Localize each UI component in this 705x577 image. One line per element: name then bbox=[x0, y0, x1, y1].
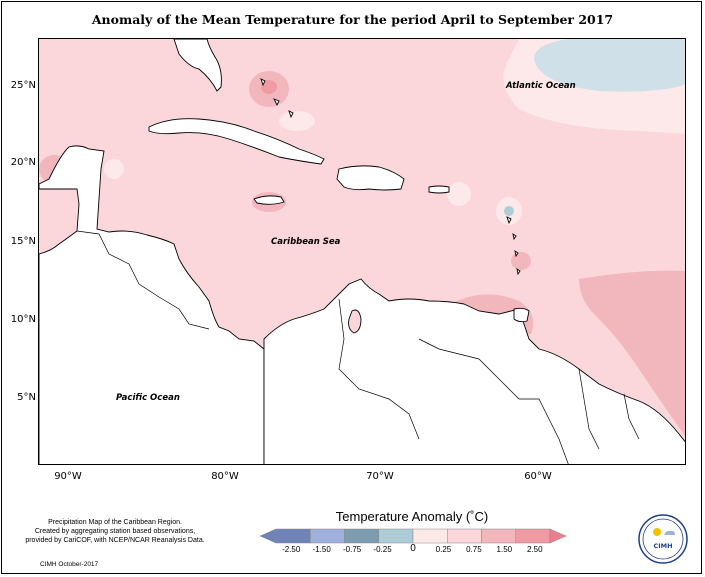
neutral-anomaly-gulf bbox=[104, 159, 124, 179]
legend-swatch bbox=[275, 528, 311, 544]
legend-tick-label: -1.50 bbox=[312, 545, 331, 554]
legend-swatch bbox=[378, 528, 414, 544]
map-title: Anomaly of the Mean Temperature for the … bbox=[91, 12, 614, 27]
legend-tick-label: 0 bbox=[410, 543, 416, 554]
color-legend bbox=[258, 528, 568, 548]
lesser-antilles-islands bbox=[506, 216, 521, 276]
sun-icon bbox=[653, 528, 661, 536]
label-pacific-ocean: Pacific Ocean bbox=[116, 393, 180, 403]
lat-label-20n: 20°N bbox=[10, 157, 36, 168]
florida bbox=[173, 39, 222, 92]
cool-anomaly-area bbox=[534, 39, 685, 92]
legend-colorbar bbox=[259, 528, 567, 544]
lake-maracaibo bbox=[348, 309, 362, 334]
cool-anomaly-guadeloupe bbox=[504, 206, 514, 216]
country-borders bbox=[76, 230, 640, 464]
lon-label-90w: 90°W bbox=[54, 471, 82, 482]
legend-tick-label: -0.75 bbox=[342, 545, 362, 554]
south-america bbox=[263, 278, 685, 464]
legend-tick-label: 0.75 bbox=[466, 545, 482, 554]
cimh-logo-graphic: CIMH bbox=[638, 514, 688, 564]
logo-text: CIMH bbox=[653, 542, 672, 550]
trinidad bbox=[513, 307, 530, 323]
warm-core-bahamas bbox=[261, 80, 277, 94]
legend-tick-label: 2.50 bbox=[526, 545, 543, 554]
lat-label-5n: 5°N bbox=[17, 392, 36, 403]
map-canvas bbox=[39, 39, 685, 464]
lon-label-80w: 80°W bbox=[211, 471, 239, 482]
label-caribbean-sea: Caribbean Sea bbox=[271, 237, 341, 247]
credit-line-3: provided by CariCOF, with NCEP/NCAR Rean… bbox=[25, 537, 205, 544]
label-atlantic-ocean: Atlantic Ocean bbox=[506, 81, 576, 91]
legend-tick-label: 0.25 bbox=[435, 545, 452, 554]
lat-label-15n: 15°N bbox=[10, 236, 36, 247]
puerto-rico bbox=[428, 185, 450, 194]
legend-swatch bbox=[310, 528, 345, 544]
lon-label-60w: 60°W bbox=[524, 471, 552, 482]
neutral-anomaly-puerto-rico bbox=[447, 182, 471, 206]
cloud-icon bbox=[664, 530, 675, 535]
coastlines bbox=[39, 39, 685, 464]
bahamas-islands bbox=[260, 78, 294, 119]
warm-anomaly-guianas-coast bbox=[579, 270, 685, 437]
legend-tick-label: 1.50 bbox=[496, 545, 513, 554]
legend-swatch bbox=[447, 528, 482, 544]
legend-swatch bbox=[481, 528, 516, 544]
credit-line-1: Precipitation Map of the Caribbean Regio… bbox=[48, 519, 182, 526]
legend-swatch bbox=[515, 528, 551, 544]
cimh-logo: CIMH bbox=[637, 513, 689, 565]
legend-swatch bbox=[412, 528, 448, 544]
jamaica bbox=[253, 195, 285, 205]
legend-arrow-high bbox=[549, 528, 567, 544]
credit-footer: CIMH October-2017 bbox=[40, 561, 99, 568]
legend-title: Temperature Anomaly (˚C) bbox=[335, 509, 489, 524]
hispaniola bbox=[336, 165, 405, 191]
legend-tick-label: -0.25 bbox=[373, 545, 392, 554]
anomaly-map bbox=[38, 38, 686, 465]
cuba bbox=[148, 118, 325, 165]
lat-label-25n: 25°N bbox=[10, 80, 36, 91]
legend-tick-label: -2.50 bbox=[282, 545, 301, 554]
legend-arrow-low bbox=[259, 528, 277, 544]
neutral-anomaly-cuba-north bbox=[279, 111, 315, 131]
credit-line-2: Created by aggregating station based obs… bbox=[34, 528, 196, 535]
lat-label-10n: 10°N bbox=[10, 314, 36, 325]
credit-text: Precipitation Map of the Caribbean Regio… bbox=[20, 518, 210, 545]
lon-label-70w: 70°W bbox=[366, 471, 394, 482]
central-america bbox=[39, 145, 265, 464]
warm-anomaly-lesser-antilles bbox=[511, 252, 531, 270]
legend-swatch bbox=[344, 528, 379, 544]
